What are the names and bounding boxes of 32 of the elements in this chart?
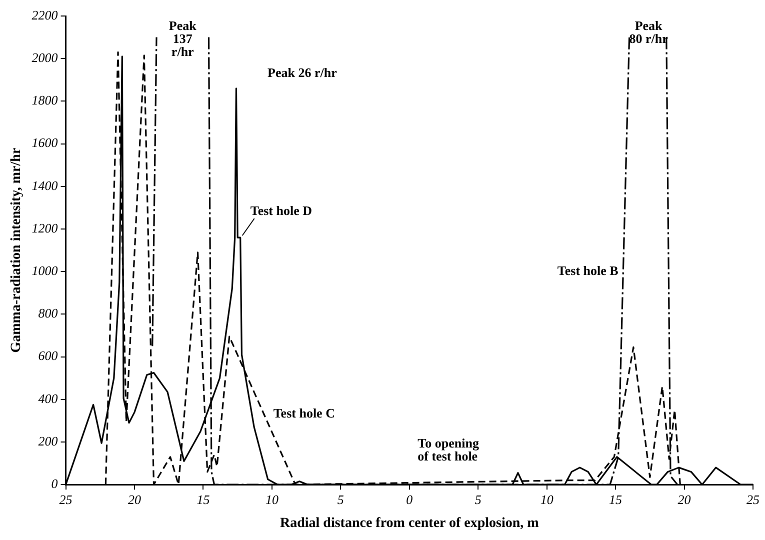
series-label: Test hole C [273,406,335,421]
series-label: Test hole B [557,262,619,278]
y-tick-label: 2200 [32,7,58,22]
annotation: Peak 137 r/hr [168,18,198,60]
x-tick-label: 10 [265,492,279,507]
x-tick-label: 10 [540,492,554,507]
x-tick-label: 15 [609,492,623,507]
x-tick-label: 5 [474,492,482,507]
y-tick-label: 1000 [32,263,58,278]
y-tick-label: 1600 [32,135,58,150]
y-tick-label: 200 [38,433,58,448]
x-tick-label: 25 [746,492,760,507]
y-tick-label: 1200 [32,220,58,236]
series-label: Test hole D [250,202,312,218]
y-tick-label: 600 [38,348,58,364]
annotation: Peak 26 r/hr [268,64,338,80]
x-tick-label: 0 [406,492,414,507]
y-tick-label: 400 [38,390,58,406]
annotation: Peak 80 r/hr [629,18,668,46]
y-tick-label: 800 [38,306,58,321]
y-axis-title: Gamma-radiation intensity, mr/hr [9,148,24,353]
x-tick-label: 15 [196,492,210,507]
x-axis-title: Radial distance from center of explosion, m [280,516,540,532]
y-tick-label: 2000 [32,50,58,66]
y-tick-label: 1400 [32,178,58,193]
y-tick-label: 0 [51,476,58,492]
y-tick-label: 1800 [32,92,58,108]
x-tick-label: 20 [678,492,692,507]
x-tick-label: 20 [128,492,142,507]
x-tick-label: 25 [59,492,73,507]
annotation: To opening of test hole [418,435,480,464]
x-tick-label: 5 [337,492,344,507]
